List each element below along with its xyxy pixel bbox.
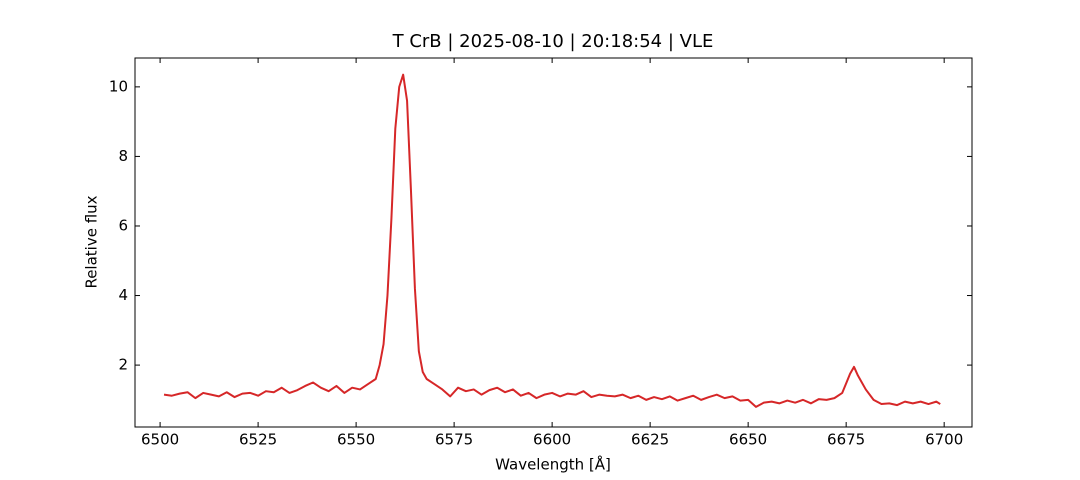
y-tick-label: 10 xyxy=(109,77,128,95)
x-tick-label: 6700 xyxy=(925,431,963,449)
plot-frame xyxy=(134,57,973,428)
x-tick-label: 6525 xyxy=(239,431,277,449)
x-tick-label: 6625 xyxy=(631,431,669,449)
spectrum-line xyxy=(163,73,941,408)
y-tick-label: 6 xyxy=(118,216,128,234)
x-tick-label: 6675 xyxy=(827,431,865,449)
y-tick-label: 8 xyxy=(118,147,128,165)
y-axis-label: Relative flux xyxy=(83,195,101,288)
y-tick-label: 4 xyxy=(118,286,128,304)
x-tick-label: 6600 xyxy=(533,431,571,449)
y-tick-label: 2 xyxy=(118,356,128,374)
chart-title: T CrB | 2025-08-10 | 20:18:54 | VLE xyxy=(392,31,714,52)
x-tick-label: 6650 xyxy=(729,431,767,449)
x-tick-label: 6500 xyxy=(141,431,179,449)
x-tick-label: 6550 xyxy=(337,431,375,449)
x-tick-label: 6575 xyxy=(435,431,473,449)
x-axis-label: Wavelength [Å] xyxy=(495,455,611,474)
